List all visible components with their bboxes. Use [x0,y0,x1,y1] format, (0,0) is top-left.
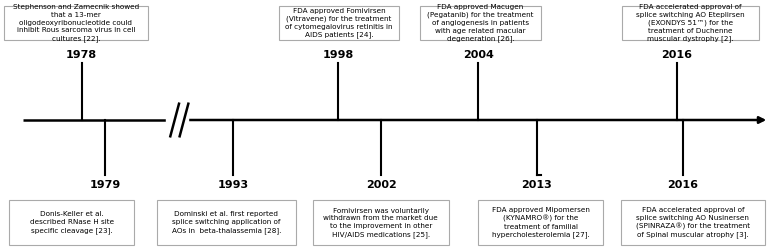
Text: FDA approved Macugen
(Pegatanib) for the treatment
of angiogenesis in patients
w: FDA approved Macugen (Pegatanib) for the… [427,4,534,42]
Text: Stephenson and Zamecnik showed
that a 13-mer
oligodeoxyribonucleotide could
inhi: Stephenson and Zamecnik showed that a 13… [12,4,139,42]
FancyBboxPatch shape [9,200,134,245]
Text: FDA approved Mipomersen
(KYNAMRO®) for the
treatment of familial
hypercholestero: FDA approved Mipomersen (KYNAMRO®) for t… [492,207,590,238]
Text: 2004: 2004 [463,50,494,60]
FancyBboxPatch shape [420,6,541,40]
Text: FDA accelerated approval of
splice switching AO Nusinersen
(SPINRAZA®) for the t: FDA accelerated approval of splice switc… [636,207,750,238]
FancyBboxPatch shape [4,6,148,40]
Text: 1978: 1978 [66,50,97,60]
Text: 1979: 1979 [89,180,121,190]
FancyBboxPatch shape [279,6,399,40]
Text: Fomivirsen was voluntarily
withdrawn from the market due
to the improvement in o: Fomivirsen was voluntarily withdrawn fro… [324,208,438,238]
Text: 2002: 2002 [366,180,397,190]
FancyBboxPatch shape [622,6,759,40]
Text: Dominski et al. first reported
splice switching application of
AOs in  beta-thal: Dominski et al. first reported splice sw… [172,212,281,234]
Text: 1998: 1998 [323,50,354,60]
FancyBboxPatch shape [313,200,449,245]
Text: 2016: 2016 [661,50,692,60]
Text: 2016: 2016 [668,180,699,190]
Text: Donis-Keller et al.
described RNase H site
specific cleavage [23].: Donis-Keller et al. described RNase H si… [30,212,114,234]
FancyBboxPatch shape [621,200,765,245]
Text: 2013: 2013 [521,180,552,190]
Text: 1993: 1993 [218,180,249,190]
Text: FDA approved Fomivirsen
(Vitravene) for the treatment
of cytomegalovirus retinit: FDA approved Fomivirsen (Vitravene) for … [285,8,393,38]
FancyBboxPatch shape [478,200,603,245]
FancyBboxPatch shape [157,200,296,245]
Text: FDA accelerated approval of
splice switching AO Eteplirsen
(EXONDYS 51™) for the: FDA accelerated approval of splice switc… [636,4,745,42]
